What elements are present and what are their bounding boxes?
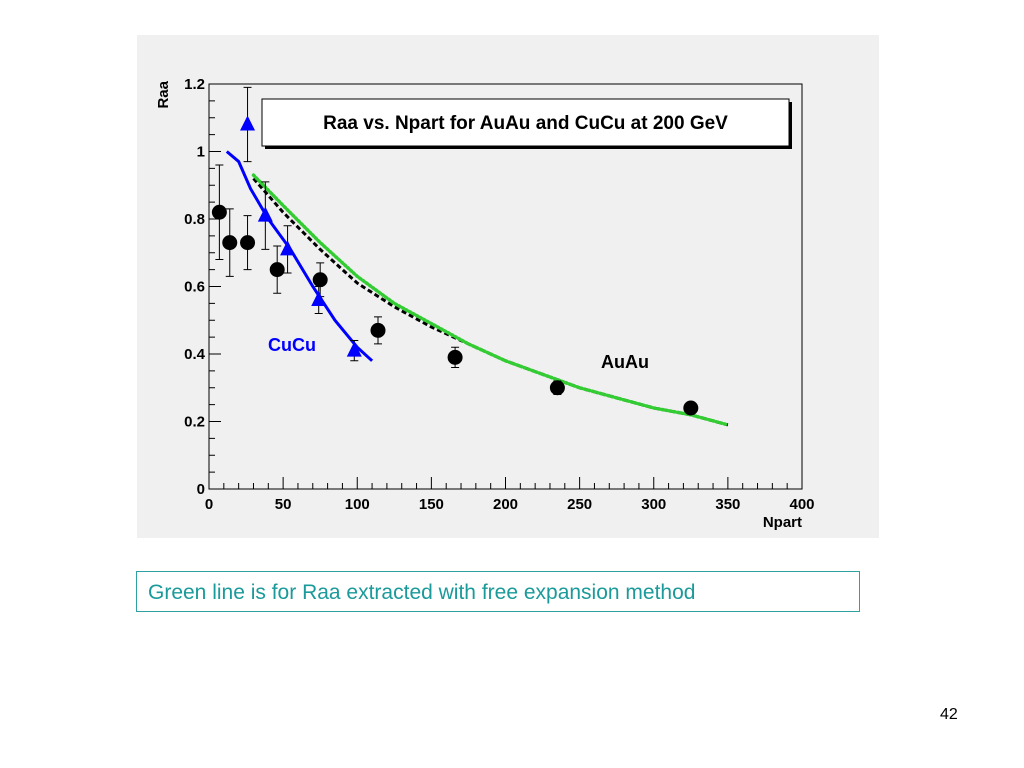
auau-data-point	[549, 380, 565, 396]
x-tick-label: 200	[493, 496, 518, 513]
x-tick-label: 300	[641, 496, 666, 513]
chart-title: Raa vs. Npart for AuAu and CuCu at 200 G…	[323, 113, 728, 134]
x-tick-label: 100	[345, 496, 370, 513]
y-tick-label: 0.2	[184, 414, 205, 431]
x-tick-label: 0	[205, 496, 213, 513]
y-tick-label: 1	[197, 144, 205, 161]
y-tick-label: 0	[197, 481, 205, 498]
x-tick-label: 150	[419, 496, 444, 513]
auau-data-point	[222, 235, 238, 251]
cucu-label: CuCu	[268, 335, 316, 355]
raa-chart: 0 50 100 150 200 250 300 350 400 0 0.2 0.4 0.6 0.8 1 1.…	[155, 76, 815, 531]
auau-data-point	[312, 272, 328, 288]
cucu-data-point	[257, 206, 273, 222]
note-text: Green line is for Raa extracted with fre…	[148, 581, 696, 604]
y-tick-label: 1.2	[184, 76, 205, 93]
auau-data-point	[447, 349, 463, 365]
x-axis-title: Npart	[763, 514, 802, 531]
title-box	[261, 98, 790, 147]
y-tick-label: 0.4	[184, 346, 206, 363]
free-expansion-curve	[251, 173, 730, 427]
auau-data-point	[211, 204, 227, 220]
x-tick-label: 400	[789, 496, 814, 513]
y-tick-label: 0.6	[184, 279, 205, 296]
x-tick-label: 250	[567, 496, 592, 513]
plot-panel: 0 50 100 150 200 250 300 350 400 0 0.2 0.4 0.6 0.8 1 1.…	[137, 35, 879, 538]
cucu-data-point	[311, 291, 327, 306]
auau-data-point	[370, 322, 386, 338]
cucu-data-point	[240, 115, 256, 131]
auau-data-point	[240, 235, 256, 251]
y-axis-title: Raa	[155, 80, 172, 108]
auau-data-point	[269, 262, 285, 278]
x-tick-label: 50	[275, 496, 292, 513]
page-number: 42	[940, 706, 958, 723]
cucu-data-point	[280, 240, 296, 256]
auau-label: AuAu	[601, 352, 649, 372]
y-tick-label: 0.8	[184, 211, 205, 228]
plot-frame	[208, 83, 803, 490]
x-tick-label: 350	[715, 496, 740, 513]
cucu-data-point	[346, 341, 362, 357]
auau-data-point	[683, 400, 699, 416]
note-box: Green line is for Raa extracted with fre…	[136, 571, 860, 612]
